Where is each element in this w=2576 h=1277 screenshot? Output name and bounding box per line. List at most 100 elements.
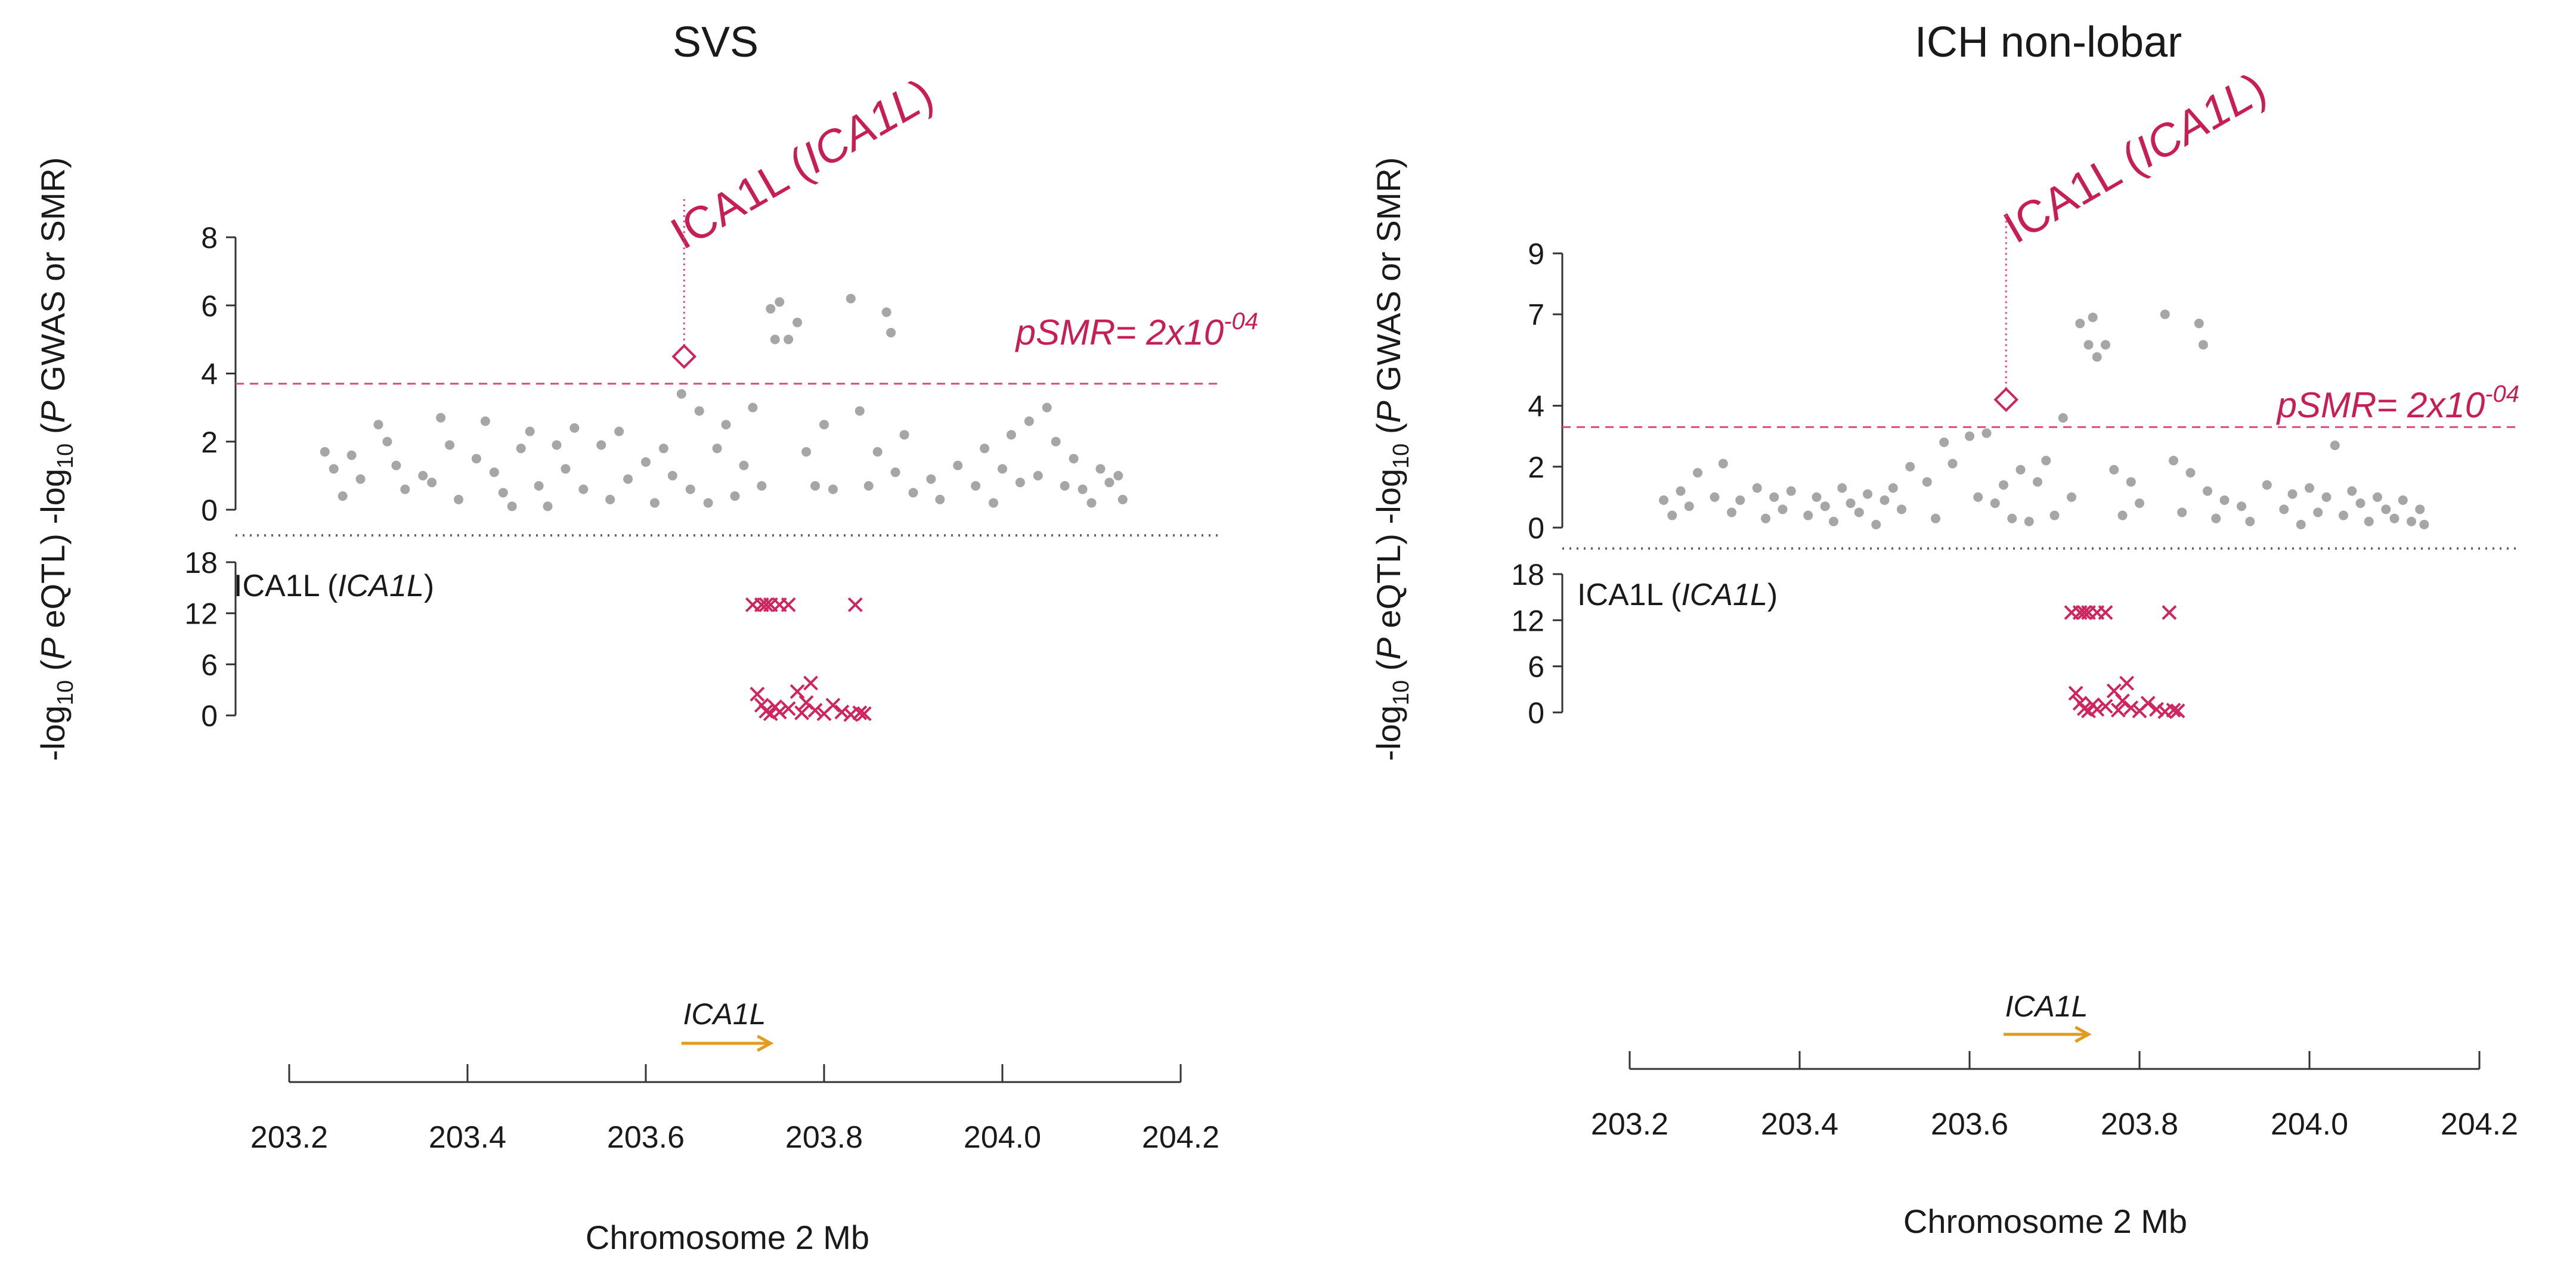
gwas-point (2419, 519, 2429, 529)
gwas-point (2219, 495, 2230, 505)
gwas-point (1693, 468, 1702, 478)
gwas-point (2041, 455, 2051, 466)
gwas-point (685, 484, 695, 494)
gwas-point (899, 430, 909, 440)
gwas-point (1922, 477, 1932, 487)
gwas-point (436, 413, 446, 423)
gwas-point (998, 464, 1007, 474)
eqtl-point (2166, 702, 2181, 718)
plot-marks (236, 196, 1219, 1052)
gwas-point (1990, 498, 2000, 509)
gwas-tick-label: 7 (1528, 298, 1544, 331)
eqtl-point (758, 597, 774, 612)
gwas-point (1042, 402, 1052, 413)
gwas-point (2330, 441, 2340, 450)
gwas-point (2237, 501, 2246, 512)
gwas-point (908, 488, 918, 498)
gwas-point (2355, 498, 2366, 509)
eqtl-point (758, 703, 774, 719)
eqtl-point (772, 704, 787, 720)
gwas-point (1769, 492, 1779, 502)
gwas-point (1104, 478, 1114, 488)
gwas-point (498, 488, 508, 498)
gwas-point (2296, 519, 2306, 529)
eqtl-point (781, 701, 796, 716)
gwas-point (346, 450, 357, 460)
gwas-point (578, 484, 589, 494)
gwas-point (2262, 480, 2272, 490)
gwas-point (1051, 436, 1061, 447)
gwas-point (2126, 477, 2136, 487)
gwas-point (2049, 510, 2060, 520)
x-tick-label: 204.2 (1142, 1120, 1219, 1155)
x-axis: 203.2 203.4 203.6 203.8 204.0 204.2 (250, 1064, 1219, 1155)
gwas-point (1829, 516, 1838, 526)
gwas-point (1024, 416, 1034, 426)
gene-arrow-head (757, 1034, 774, 1052)
gwas-point (2177, 507, 2187, 517)
eqtl-point (807, 703, 823, 718)
gwas-point (1965, 431, 1974, 441)
gwas-point (1078, 484, 1088, 494)
gwas-point (480, 416, 490, 426)
gwas-point (712, 444, 722, 454)
gwas-point (1117, 494, 1128, 504)
gwas-point (1973, 492, 1983, 502)
gwas-tick-label: 0 (1528, 512, 1544, 545)
gwas-point (846, 293, 856, 303)
gwas-point (1871, 519, 1881, 529)
eqtl-point (2162, 605, 2177, 620)
gwas-point (1981, 428, 1992, 438)
gwas-point (355, 474, 366, 484)
gwas-point (2321, 492, 2332, 502)
gwas-point (596, 440, 606, 450)
eqtl-point (2098, 605, 2113, 620)
gwas-y-axis: 0 2 4 7 9 (1528, 237, 1563, 545)
y-axis-label: -log10 (P eQTL) -log10 (P GWAS or SMR) (34, 157, 78, 761)
eqtl-point (2098, 699, 2113, 714)
probe-label: ICA1L (ICA1L) (1995, 63, 2274, 253)
gene-arrow-head (2075, 1025, 2092, 1043)
x-axis-label: Chromosome 2 Mb (1903, 1202, 2187, 1240)
eqtl-tick-label: 12 (184, 597, 218, 631)
gwas-tick-label: 9 (1528, 237, 1544, 271)
gwas-point (2083, 340, 2094, 350)
gwas-point (427, 478, 437, 488)
svs-panel: SVS -log10 (P eQTL) -log10 (P GWAS or SM… (34, 18, 1258, 1256)
eqtl-point (2068, 686, 2083, 701)
gwas-point (1948, 458, 1958, 469)
gwas-point (2109, 464, 2119, 475)
gwas-point (2203, 486, 2212, 496)
gwas-point (989, 498, 999, 508)
gwas-point (1897, 504, 1906, 514)
gwas-point (1015, 478, 1025, 488)
gwas-point (953, 460, 963, 470)
gwas-point (2398, 495, 2408, 505)
gwas-point (1939, 437, 1949, 447)
eqtl-y-axis: 0 6 12 18 (184, 546, 237, 733)
x-tick-label: 203.4 (429, 1120, 506, 1155)
gwas-point (2088, 312, 2098, 323)
gwas-point (1095, 464, 1106, 474)
gwas-point (1854, 507, 1864, 517)
gwas-point (926, 474, 936, 484)
eqtl-point (834, 704, 850, 720)
gwas-point (1735, 495, 1745, 505)
gwas-tick-label: 2 (201, 426, 218, 459)
gwas-y-axis: 0 2 4 6 8 (201, 221, 237, 527)
gwas-point (2058, 413, 2068, 423)
eqtl-point (781, 597, 796, 612)
probe-label: ICA1L (ICA1L) (662, 69, 942, 259)
eqtl-tick-label: 12 (1511, 604, 1544, 637)
eqtl-tick-label: 6 (201, 648, 218, 681)
gwas-point (1999, 480, 2008, 490)
eqtl-point (2149, 702, 2164, 717)
gwas-point (1820, 501, 1830, 512)
gwas-point (338, 491, 348, 501)
gwas-point (2101, 340, 2110, 350)
gwas-point (2364, 516, 2374, 526)
gwas-point (534, 481, 544, 491)
gwas-point (792, 317, 803, 327)
gwas-point (641, 457, 651, 467)
